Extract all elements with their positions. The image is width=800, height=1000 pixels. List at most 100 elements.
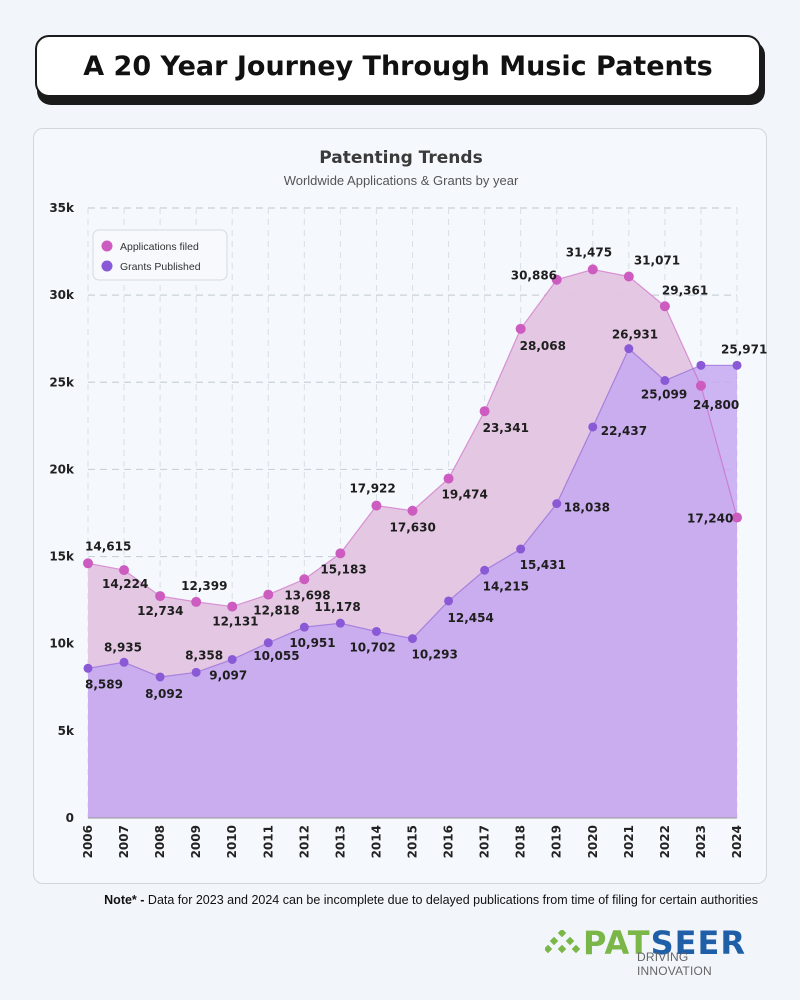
chart-card: Patenting Trends Worldwide Applications &… [33, 128, 767, 884]
y-tick-label: 20k [49, 462, 75, 476]
applications-data-label: 15,183 [320, 562, 366, 576]
applications-data-label: 12,734 [137, 604, 183, 618]
x-tick-label: 2009 [189, 825, 203, 858]
grants-data-label: 8,358 [185, 648, 223, 662]
grants-data-label: 15,431 [520, 558, 566, 572]
chart-title: Patenting Trends [319, 148, 482, 168]
applications-point [407, 505, 418, 516]
brand-logo: PATSEER DRIVING INNOVATION [545, 924, 765, 978]
y-tick-label: 5k [58, 724, 75, 738]
grants-data-label: 9,097 [209, 668, 247, 682]
footnote: Note* - Data for 2023 and 2024 can be in… [0, 893, 758, 907]
applications-data-label: 12,399 [181, 579, 227, 593]
patent-trends-chart: Patenting Trends Worldwide Applications &… [49, 148, 767, 858]
applications-data-label: 13,698 [284, 588, 330, 602]
grants-point [408, 634, 417, 644]
grants-point [660, 376, 670, 386]
x-tick-label: 2014 [369, 825, 383, 858]
x-tick-label: 2017 [478, 825, 492, 858]
applications-point [335, 548, 346, 559]
x-tick-label: 2010 [225, 825, 239, 858]
applications-point [263, 589, 274, 600]
applications-point [443, 473, 454, 484]
x-tick-label: 2022 [658, 825, 672, 858]
grants-point [335, 618, 345, 628]
applications-point [515, 323, 526, 334]
grants-point [732, 360, 742, 370]
applications-data-label: 14,615 [85, 539, 131, 553]
grants-data-label: 8,589 [85, 677, 123, 691]
legend-grants-marker [101, 260, 113, 272]
grants-data-label: 10,702 [349, 640, 395, 654]
grants-point [480, 565, 490, 575]
grants-data-label: 11,178 [314, 600, 360, 614]
grants-data-label: 10,951 [289, 636, 335, 650]
grants-data-label: 10,293 [412, 648, 458, 662]
grants-point [191, 667, 201, 677]
x-tick-label: 2021 [622, 825, 636, 858]
note-prefix: Note* - [104, 893, 145, 907]
x-tick-label: 2013 [333, 825, 347, 858]
patseer-logo-icon [545, 930, 581, 954]
y-tick-label: 25k [49, 375, 75, 389]
applications-data-label: 12,818 [253, 604, 299, 618]
grants-data-label: 10,055 [253, 649, 299, 663]
x-tick-label: 2006 [81, 825, 95, 858]
applications-data-label: 12,131 [212, 615, 258, 629]
grants-data-label: 8,092 [145, 687, 183, 701]
x-tick-label: 2011 [261, 825, 275, 858]
grants-data-label: 25,099 [641, 388, 687, 402]
grants-point [696, 360, 706, 370]
applications-point [732, 512, 742, 523]
applications-data-label: 31,071 [634, 253, 680, 267]
y-tick-label: 10k [49, 637, 75, 651]
applications-point [299, 574, 310, 585]
applications-data-label: 24,800 [693, 398, 739, 412]
grants-data-label: 14,215 [483, 579, 529, 593]
grants-point [227, 654, 237, 664]
x-tick-label: 2012 [297, 825, 311, 858]
applications-point [83, 558, 93, 569]
x-tick-label: 2015 [406, 825, 420, 858]
grants-data-label: 8,935 [104, 640, 142, 654]
legend-applications-marker [101, 240, 113, 252]
applications-point [587, 264, 598, 275]
applications-data-label: 14,224 [102, 577, 148, 591]
applications-data-label: 28,068 [520, 339, 566, 353]
applications-data-label: 19,474 [442, 488, 488, 502]
grants-point [444, 596, 454, 606]
applications-data-label: 30,886 [511, 269, 557, 283]
legend-applications-label: Applications filed [120, 241, 199, 253]
y-tick-label: 35k [49, 201, 75, 215]
applications-data-label: 31,475 [566, 245, 612, 259]
brand-name: PATSEER [583, 924, 747, 962]
applications-point [479, 406, 490, 417]
applications-point [191, 596, 202, 607]
x-tick-label: 2016 [442, 825, 456, 858]
applications-data-label: 23,341 [483, 421, 529, 435]
grants-point [516, 544, 526, 554]
applications-data-label: 29,361 [662, 283, 708, 297]
grants-point [263, 638, 273, 648]
x-tick-label: 2024 [730, 825, 744, 858]
applications-point [623, 271, 634, 282]
grants-data-label: 18,038 [564, 501, 610, 515]
applications-point [371, 500, 382, 511]
applications-data-label: 17,922 [349, 482, 395, 496]
grants-data-label: 26,931 [612, 328, 658, 342]
grants-point [552, 499, 562, 509]
grants-data-label: 22,437 [601, 424, 647, 438]
y-tick-label: 0 [66, 811, 74, 825]
chart-subtitle: Worldwide Applications & Grants by year [284, 173, 519, 188]
x-tick-label: 2019 [550, 825, 564, 858]
grants-data-label: 12,454 [448, 611, 494, 625]
grants-point [371, 626, 381, 636]
applications-data-label: 17,240 [687, 512, 733, 526]
note-text: Data for 2023 and 2024 can be incomplete… [144, 893, 758, 907]
grants-data-label: 25,971 [721, 342, 767, 356]
applications-data-label: 17,630 [390, 521, 436, 535]
y-tick-label: 30k [49, 288, 75, 302]
applications-point [659, 301, 670, 312]
applications-point [119, 565, 130, 576]
applications-point [695, 380, 706, 391]
